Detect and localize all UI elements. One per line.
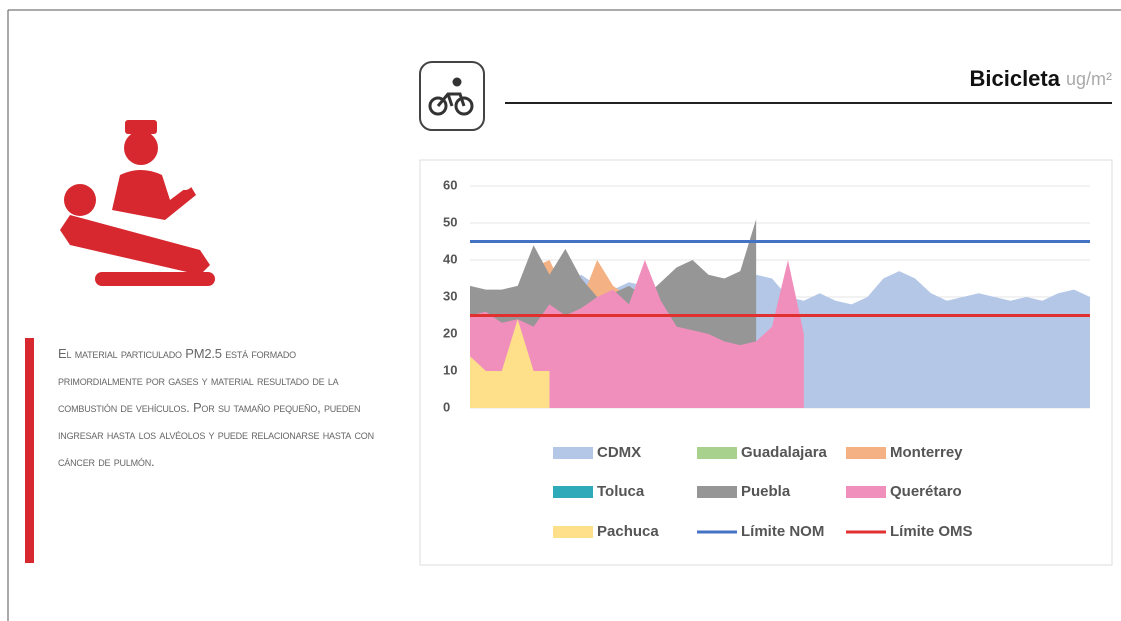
legend-label: Puebla (741, 483, 791, 500)
legend-label: Límite NOM (741, 523, 824, 540)
y-tick-label: 10 (443, 362, 457, 377)
legend-swatch (846, 486, 886, 498)
legend-label: CDMX (597, 444, 641, 461)
chart-title: Bicicleta (969, 66, 1060, 91)
legend-label: Guadalajara (741, 444, 828, 461)
legend-swatch (846, 447, 886, 459)
legend-swatch (697, 447, 737, 459)
legend-label: Toluca (597, 483, 645, 500)
page: Bicicleta ug/m² 0 10 20 30 40 50 60 CDMX Guadalaj… (0, 0, 1121, 621)
y-tick-label: 50 (443, 214, 457, 229)
legend-swatch (553, 486, 593, 498)
y-tick-label: 20 (443, 325, 457, 340)
legend-swatch (553, 447, 593, 459)
canvas: Bicicleta ug/m² 0 10 20 30 40 50 60 CDMX Guadalaj… (0, 0, 1121, 621)
legend-label: Monterrey (890, 444, 963, 461)
y-tick-label: 30 (443, 288, 457, 303)
description: El material particulado PM2.5 está forma… (58, 340, 378, 475)
y-tick-label: 0 (443, 399, 450, 414)
unit: ug/m² (1066, 69, 1112, 89)
y-tick-label: 60 (443, 177, 457, 192)
bike-icon-frame (420, 62, 484, 130)
legend-swatch (697, 486, 737, 498)
legend-label: Pachuca (597, 523, 659, 540)
legend-label: Querétaro (890, 483, 962, 500)
accent-bar (25, 338, 34, 563)
legend-label: Límite OMS (890, 523, 973, 540)
medical-icon (60, 120, 215, 286)
chart-title-group: Bicicleta ug/m² (969, 66, 1112, 91)
y-tick-label: 40 (443, 251, 457, 266)
legend-swatch (553, 526, 593, 538)
